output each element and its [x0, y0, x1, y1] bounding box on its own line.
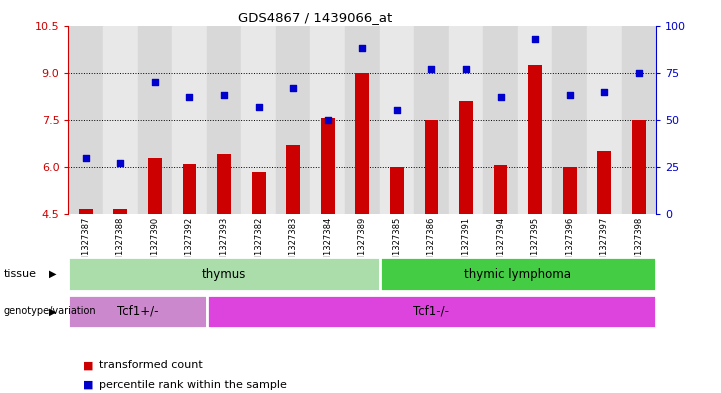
Bar [113, 209, 128, 214]
Point [529, 36, 541, 42]
Bar [448, 26, 483, 214]
Text: ▶: ▶ [49, 269, 56, 279]
Point [184, 94, 195, 100]
Bar [138, 26, 172, 214]
Text: percentile rank within the sample: percentile rank within the sample [99, 380, 287, 390]
Bar [276, 26, 311, 214]
Bar [182, 164, 196, 214]
Text: ▶: ▶ [49, 307, 56, 316]
Bar [563, 167, 577, 214]
Point [253, 103, 265, 110]
Point [564, 92, 575, 99]
Bar [103, 26, 138, 214]
Text: genotype/variation: genotype/variation [4, 307, 96, 316]
Point [115, 160, 126, 166]
Title: GDS4867 / 1439066_at: GDS4867 / 1439066_at [238, 11, 392, 24]
Point [391, 107, 402, 114]
Bar [68, 257, 379, 291]
Bar [345, 26, 379, 214]
Bar [390, 167, 404, 214]
Bar [311, 26, 345, 214]
Bar [597, 151, 611, 214]
Bar [321, 118, 335, 214]
Text: ■: ■ [83, 380, 94, 390]
Bar [414, 26, 448, 214]
Point [80, 154, 92, 161]
Point [149, 79, 161, 85]
Bar [425, 120, 438, 214]
Bar [68, 26, 103, 214]
Bar [632, 120, 646, 214]
Bar [622, 26, 656, 214]
Bar [459, 101, 473, 214]
Point [425, 66, 437, 72]
Bar [528, 65, 542, 214]
Bar [242, 26, 276, 214]
Bar [494, 165, 508, 214]
Bar [148, 158, 162, 214]
Text: ■: ■ [83, 360, 94, 371]
Bar [79, 209, 93, 214]
Point [288, 84, 299, 91]
Bar [587, 26, 622, 214]
Point [218, 92, 230, 99]
Bar [68, 295, 207, 328]
Bar [207, 26, 242, 214]
Bar [483, 26, 518, 214]
Text: Tcf1+/-: Tcf1+/- [117, 305, 159, 318]
Text: tissue: tissue [4, 269, 37, 279]
Bar [379, 26, 414, 214]
Point [495, 94, 506, 100]
Text: thymic lymphoma: thymic lymphoma [464, 268, 571, 281]
Bar [217, 154, 231, 214]
Text: transformed count: transformed count [99, 360, 203, 371]
Bar [379, 257, 656, 291]
Bar [552, 26, 587, 214]
Bar [518, 26, 552, 214]
Text: thymus: thymus [202, 268, 247, 281]
Bar [172, 26, 207, 214]
Bar [252, 172, 265, 214]
Bar [355, 73, 369, 214]
Point [598, 88, 610, 95]
Point [357, 45, 368, 51]
Bar [207, 295, 656, 328]
Text: Tcf1-/-: Tcf1-/- [413, 305, 449, 318]
Bar [286, 145, 300, 214]
Point [460, 66, 472, 72]
Point [633, 70, 645, 76]
Point [322, 117, 334, 123]
